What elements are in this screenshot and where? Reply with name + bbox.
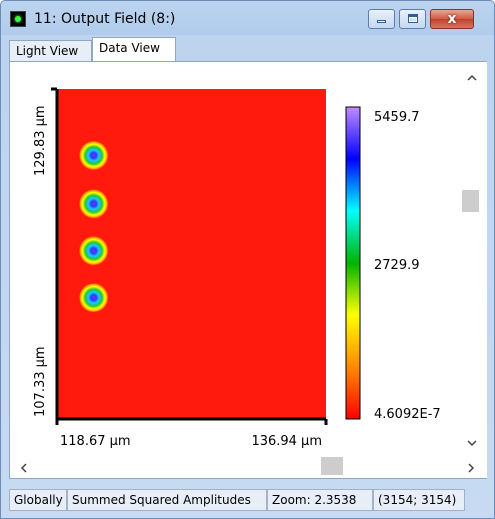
y-min-label: 107.33 µm [33, 346, 48, 417]
output-field-app-icon [10, 11, 26, 27]
intensity-spot [78, 188, 109, 219]
minimize-button[interactable] [368, 9, 395, 29]
plot-area: 129.83 µm 107.33 µm 118.67 µm 136.94 µm … [10, 62, 461, 456]
colorbar-max-label: 5459.7 [374, 110, 420, 125]
tab-light-view[interactable]: Light View [9, 40, 92, 62]
x-max-label: 136.94 µm [251, 434, 322, 449]
caret-down-icon[interactable] [467, 440, 477, 447]
status-zoom[interactable]: Zoom: 2.3538 [267, 489, 373, 511]
horizontal-scroll-thumb[interactable] [321, 457, 343, 475]
x-min-label: 118.67 µm [60, 434, 131, 449]
title-bar[interactable]: 11: Output Field (8:) x [1, 1, 494, 35]
colorbar-min-label: 4.6092E-7 [374, 407, 441, 422]
minimize-icon [377, 20, 386, 23]
close-button[interactable]: x [430, 9, 474, 29]
data-view-panel: 129.83 µm 107.33 µm 118.67 µm 136.94 µm … [9, 61, 487, 479]
vertical-scroll-thumb[interactable] [462, 190, 479, 212]
close-icon: x [447, 11, 457, 27]
window-title: 11: Output Field (8:) [34, 11, 176, 27]
scroll-corner [461, 456, 487, 478]
status-sampling[interactable]: (3154; 3154) [373, 489, 465, 511]
intensity-spot [78, 235, 109, 266]
status-quantity[interactable]: Summed Squared Amplitudes [67, 489, 267, 511]
status-bar: Globally Summed Squared Amplitudes Zoom:… [1, 488, 494, 518]
status-scope[interactable]: Globally [9, 489, 67, 511]
caret-left-icon[interactable] [20, 463, 27, 473]
caret-up-icon[interactable] [467, 74, 493, 81]
horizontal-scrollbar[interactable] [10, 456, 461, 478]
maximize-button[interactable] [399, 9, 426, 29]
colorbar-mid-label: 2729.9 [374, 258, 420, 273]
tab-data-view[interactable]: Data View [92, 37, 176, 62]
intensity-spot [78, 282, 109, 313]
caret-right-icon[interactable] [468, 463, 475, 473]
field-plot: 129.83 µm 107.33 µm 118.67 µm 136.94 µm … [33, 87, 441, 449]
intensity-spot [78, 140, 109, 171]
color-bar [345, 106, 361, 420]
vertical-scrollbar[interactable] [461, 62, 487, 456]
y-max-label: 129.83 µm [33, 105, 48, 176]
maximize-icon [408, 14, 418, 23]
